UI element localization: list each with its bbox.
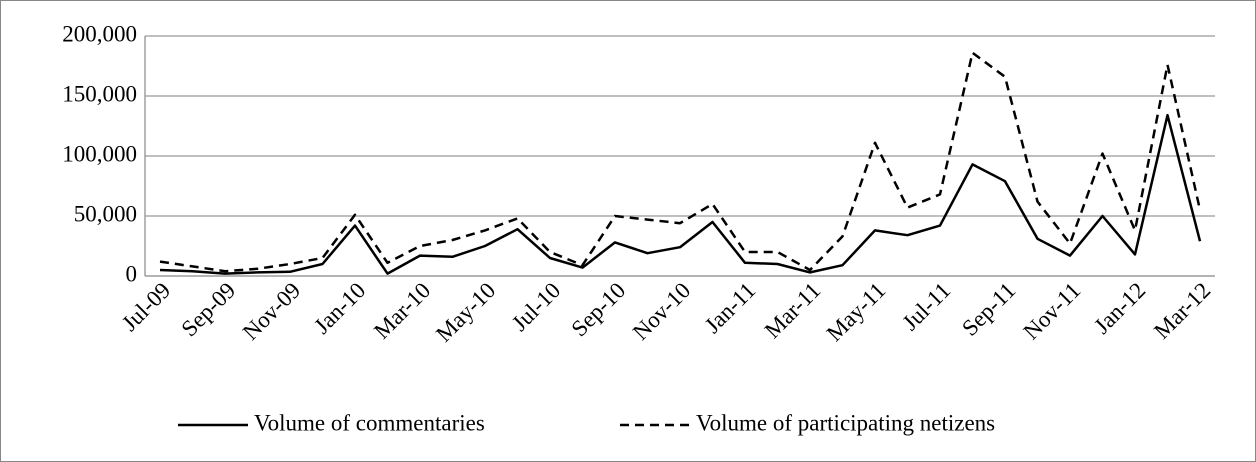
series-line bbox=[159, 113, 1202, 275]
legend-label: Volume of participating netizens bbox=[696, 410, 995, 435]
legend-label: Volume of commentaries bbox=[254, 410, 485, 435]
y-tick-label: 200,000 bbox=[62, 21, 137, 46]
y-tick-label: 100,000 bbox=[62, 141, 137, 166]
y-tick-label: 150,000 bbox=[62, 81, 137, 106]
y-tick-label: 50,000 bbox=[74, 201, 137, 226]
series-line bbox=[159, 51, 1202, 273]
y-tick-label: 0 bbox=[126, 261, 138, 286]
